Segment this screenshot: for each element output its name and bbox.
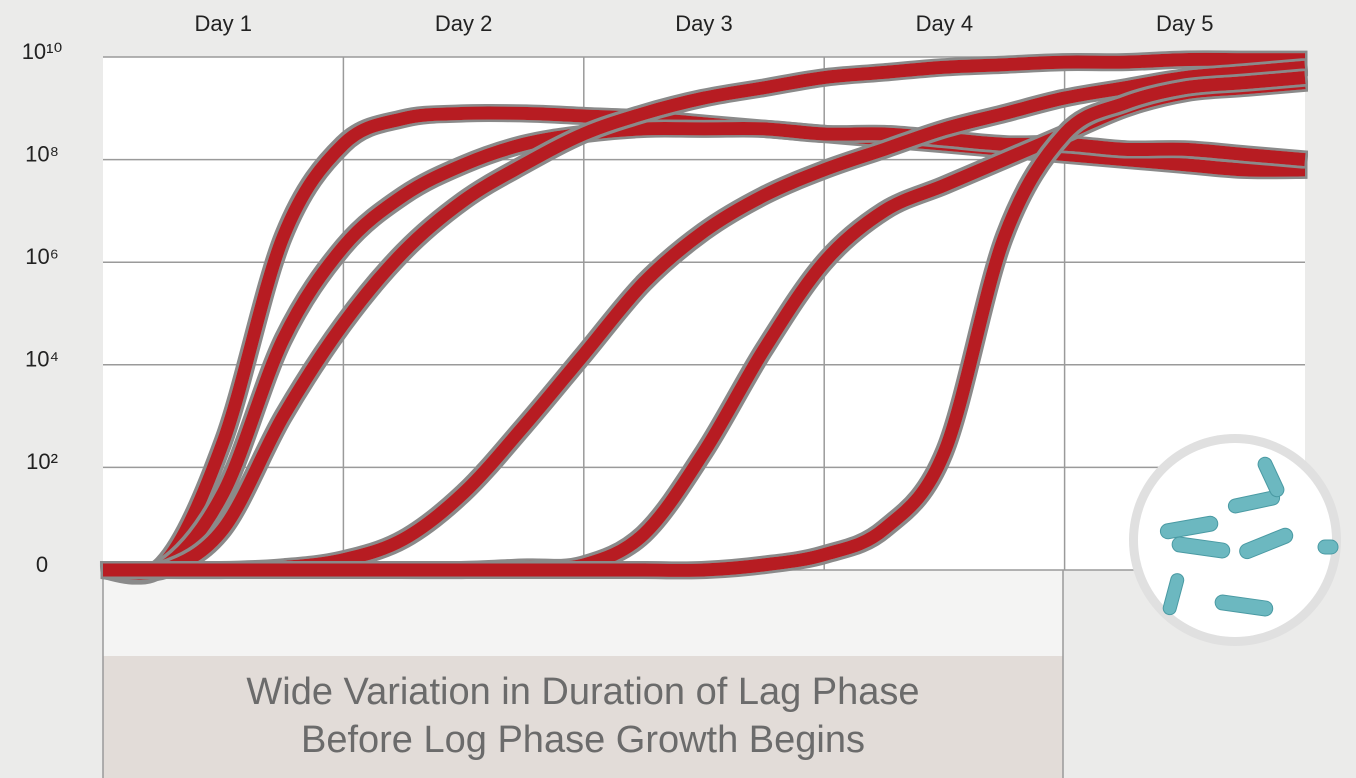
x-category-label: Day 4	[916, 11, 973, 36]
chart-title: Wide Variation in Duration of Lag Phase	[246, 671, 919, 713]
x-category-label: Day 1	[194, 11, 251, 36]
y-tick-label: 10⁸	[25, 141, 59, 166]
x-category-label: Day 5	[1156, 11, 1213, 36]
x-category-label: Day 2	[435, 11, 492, 36]
bacteria-icon	[1129, 434, 1341, 646]
y-tick-label: 10¹⁰	[22, 39, 63, 64]
chart: Wide Variation in Duration of Lag Phase …	[0, 0, 1356, 778]
y-tick-label: 0	[36, 552, 48, 577]
lower-panel	[103, 570, 1063, 656]
y-tick-label: 10⁶	[25, 244, 59, 269]
page: Wide Variation in Duration of Lag Phase …	[0, 0, 1356, 778]
chart-title: Before Log Phase Growth Begins	[301, 719, 865, 761]
y-tick-label: 10⁴	[25, 347, 59, 372]
y-tick-label: 10²	[26, 449, 58, 474]
x-category-label: Day 3	[675, 11, 732, 36]
